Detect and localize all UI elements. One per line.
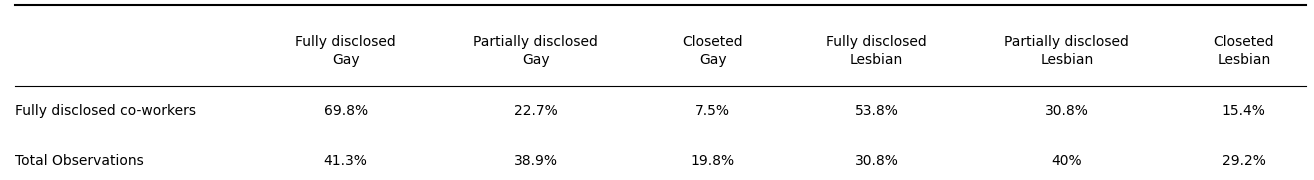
Text: 19.8%: 19.8% (691, 154, 735, 168)
Text: Fully disclosed
Gay: Fully disclosed Gay (296, 35, 396, 67)
Text: Partially disclosed
Lesbian: Partially disclosed Lesbian (1004, 35, 1129, 67)
Text: 22.7%: 22.7% (514, 104, 557, 118)
Text: 30.8%: 30.8% (1045, 104, 1089, 118)
Text: 53.8%: 53.8% (854, 104, 899, 118)
Text: Closeted
Lesbian: Closeted Lesbian (1213, 35, 1275, 67)
Text: 30.8%: 30.8% (854, 154, 899, 168)
Text: 41.3%: 41.3% (323, 154, 368, 168)
Text: 7.5%: 7.5% (695, 104, 731, 118)
Text: Fully disclosed
Lesbian: Fully disclosed Lesbian (827, 35, 926, 67)
Text: 29.2%: 29.2% (1222, 154, 1265, 168)
Text: Total Observations: Total Observations (14, 154, 143, 168)
Text: Closeted
Gay: Closeted Gay (682, 35, 742, 67)
Text: Fully disclosed co-workers: Fully disclosed co-workers (14, 104, 196, 118)
Text: 69.8%: 69.8% (323, 104, 368, 118)
Text: 40%: 40% (1051, 154, 1081, 168)
Text: Partially disclosed
Gay: Partially disclosed Gay (473, 35, 598, 67)
Text: 15.4%: 15.4% (1222, 104, 1265, 118)
Text: 38.9%: 38.9% (514, 154, 557, 168)
